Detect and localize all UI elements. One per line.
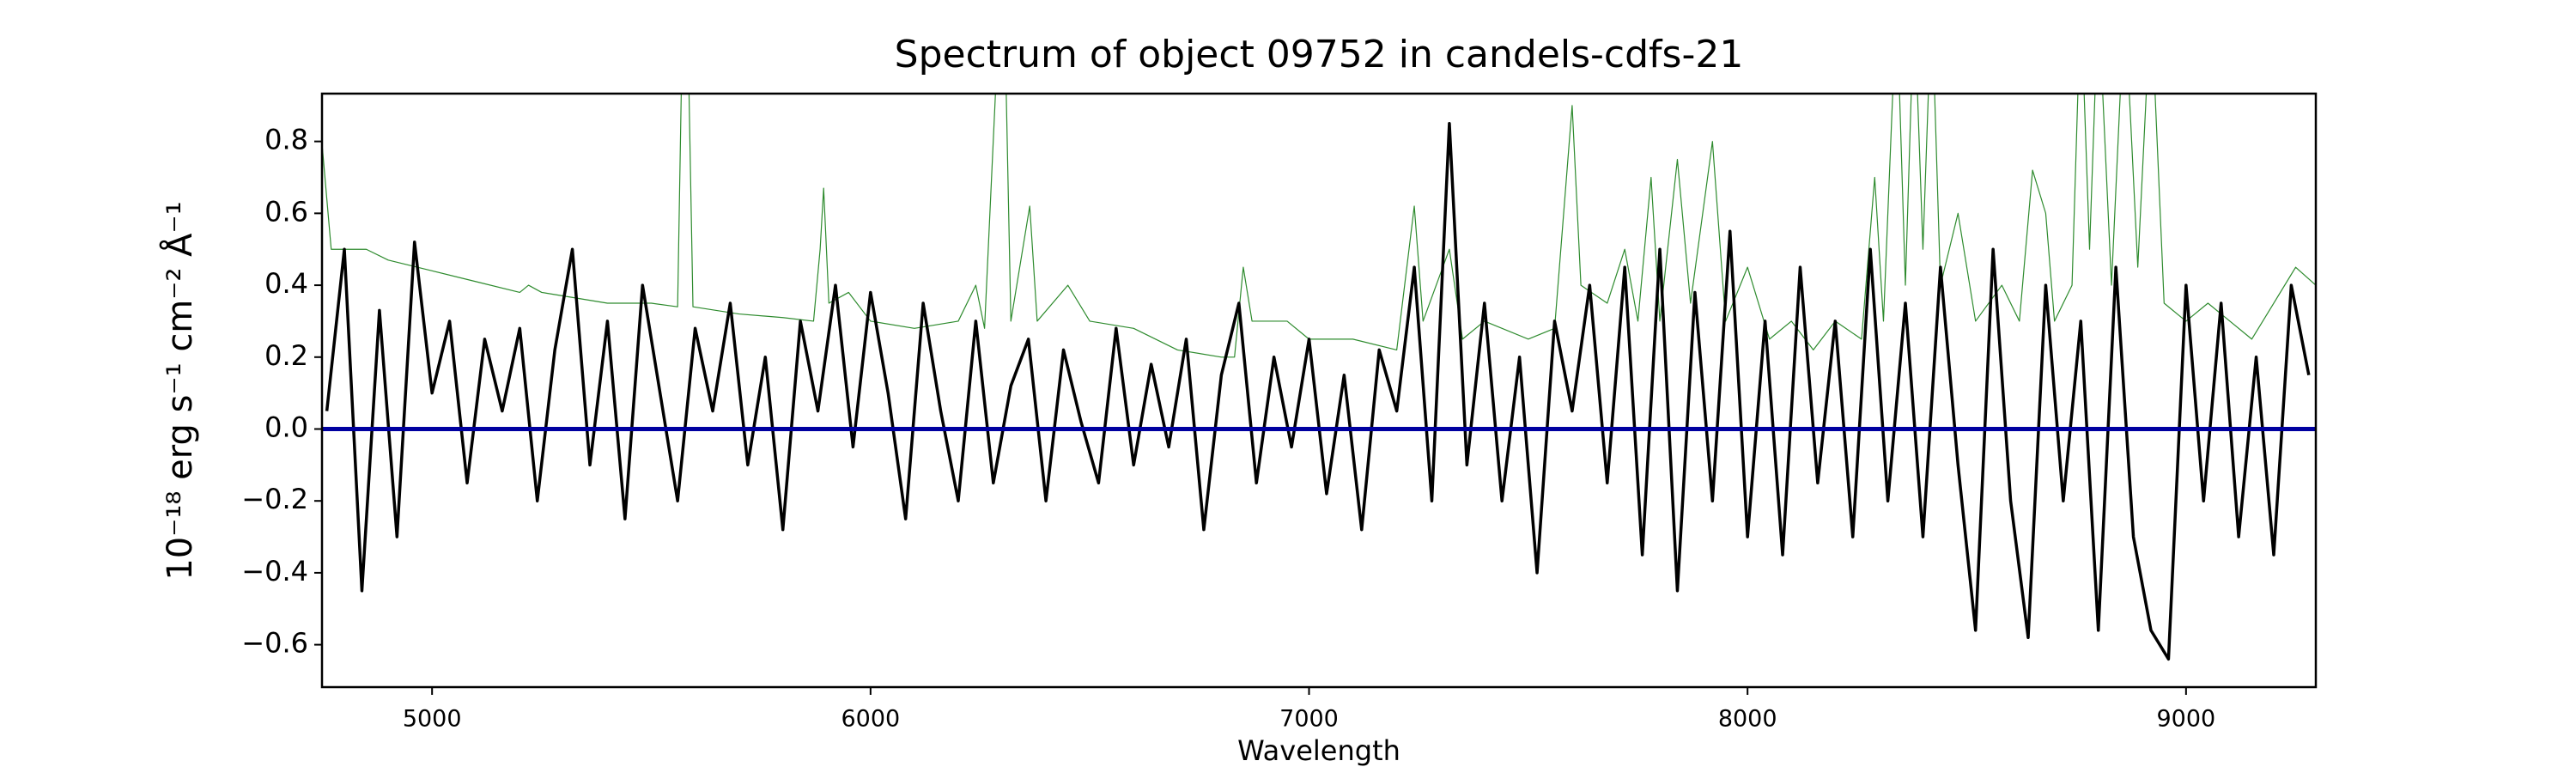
x-tick-label: 8000 (1718, 706, 1777, 733)
plot-frame (320, 92, 2318, 689)
y-tick-label: −0.4 (241, 555, 308, 587)
spectrum-line (322, 94, 2316, 358)
spectrum-line (325, 121, 2311, 661)
x-tick-label: 6000 (841, 706, 900, 733)
x-axis-label: Wavelength (1237, 734, 1400, 767)
x-tick-label: 7000 (1279, 706, 1339, 733)
x-tick-label: 5000 (403, 706, 462, 733)
y-tick-label: 0.6 (264, 195, 308, 228)
y-tick-label: 0.4 (264, 267, 308, 300)
y-tick-label: 0.0 (264, 411, 308, 443)
y-axis-label: 10⁻¹⁸ erg s⁻¹ cm⁻² Å⁻¹ (159, 201, 200, 580)
x-tick-label: 9000 (2156, 706, 2215, 733)
y-tick-label: −0.2 (241, 483, 308, 515)
plot-area (322, 94, 2316, 661)
y-tick-label: 0.8 (264, 124, 308, 156)
y-tick-label: 0.2 (264, 339, 308, 372)
y-tick-label: −0.6 (241, 627, 308, 660)
chart-title: Spectrum of object 09752 in candels-cdfs… (895, 33, 1744, 76)
